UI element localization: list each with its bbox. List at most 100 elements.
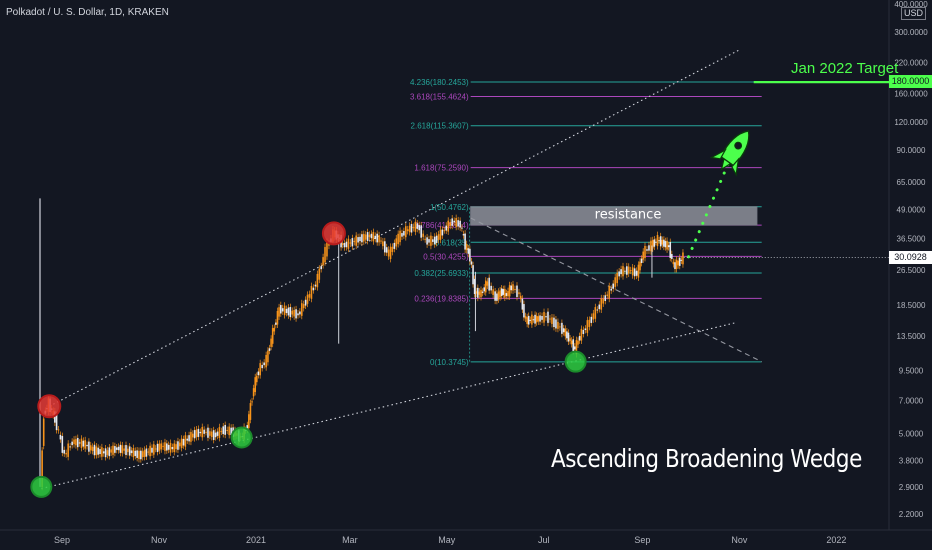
- candle-body: [627, 266, 630, 274]
- candle-body: [646, 249, 648, 251]
- candle-body: [117, 446, 120, 451]
- last-price-tag: 30.0928: [889, 251, 932, 264]
- candle-body: [55, 415, 58, 431]
- candle-body: [191, 433, 194, 438]
- candle-body: [594, 307, 597, 319]
- candle-body: [86, 444, 88, 447]
- candle-body: [195, 429, 198, 438]
- candle-body: [461, 227, 463, 229]
- fib-level-label: 0(10.3745): [430, 358, 469, 367]
- candle-body: [328, 243, 330, 246]
- candle-body: [364, 234, 367, 240]
- candle-body: [190, 432, 192, 442]
- y-tick-label: 220.0000: [894, 58, 928, 67]
- candle-body: [551, 317, 553, 324]
- candle-body: [355, 235, 357, 246]
- candle-body: [433, 236, 436, 245]
- x-tick-label: May: [438, 535, 456, 545]
- y-tick-label: 400.0000: [894, 0, 928, 9]
- fib-level-label: 0.5(30.4255): [423, 252, 469, 261]
- candle-body: [271, 328, 274, 344]
- candle-body: [278, 307, 280, 317]
- candle-body: [125, 445, 127, 455]
- candle-body: [314, 284, 317, 287]
- candle-body: [88, 441, 90, 452]
- candle-body: [248, 414, 250, 429]
- candle-body: [162, 445, 164, 447]
- candle-body: [75, 439, 77, 446]
- candle-body: [529, 319, 532, 321]
- candle-body: [577, 340, 579, 345]
- candle-body: [600, 298, 603, 310]
- candle-body: [612, 283, 614, 289]
- candle-body: [584, 328, 587, 330]
- candle-body: [516, 285, 518, 298]
- candle-body: [481, 291, 484, 293]
- candle-body: [101, 447, 103, 457]
- candle-body: [570, 340, 573, 345]
- candle-body: [658, 240, 660, 242]
- candle-body: [441, 229, 444, 236]
- candle-body: [216, 431, 219, 436]
- candle-body: [499, 290, 501, 298]
- candle-body: [69, 446, 71, 448]
- candle-body: [252, 388, 255, 397]
- candle-body: [224, 424, 226, 435]
- pattern-caption: Ascending Broadening Wedge: [551, 444, 862, 473]
- candle-body: [469, 248, 471, 262]
- candle-body: [422, 233, 424, 237]
- fib-level-label: 0.236(19.8385): [414, 294, 469, 303]
- candle-body: [496, 293, 498, 301]
- candle-body: [324, 247, 326, 263]
- candle-body: [414, 221, 417, 232]
- pivot-low-marker: [230, 426, 253, 449]
- candle-body: [590, 316, 593, 323]
- resistance-zone: [470, 206, 758, 226]
- candle-body: [549, 318, 551, 320]
- candle-body: [179, 442, 181, 447]
- candle-body: [193, 430, 196, 439]
- candle-body: [341, 243, 344, 245]
- candle-body: [424, 238, 426, 240]
- candle-body: [41, 450, 43, 487]
- candle-body: [674, 262, 676, 270]
- candle-body: [199, 431, 202, 434]
- candle-body: [112, 445, 114, 455]
- candle-body: [669, 241, 672, 258]
- candle-body: [430, 235, 432, 246]
- candle-body: [361, 234, 363, 243]
- candle-body: [451, 218, 453, 226]
- candle-body: [519, 295, 522, 300]
- candle-body: [295, 309, 297, 319]
- candle-body: [76, 437, 79, 448]
- candle-body: [575, 340, 578, 355]
- fib-level-label: 0.786(41.8844): [414, 221, 469, 230]
- candle-body: [353, 240, 356, 243]
- candle-body: [318, 268, 321, 280]
- candle-body: [480, 289, 482, 298]
- candle-body: [171, 446, 174, 450]
- candle-body: [160, 443, 163, 450]
- candle-body: [403, 231, 405, 236]
- candle-body: [73, 439, 75, 445]
- candle-body: [639, 261, 641, 271]
- candle-body: [497, 291, 500, 300]
- candle-body: [366, 232, 369, 241]
- rocket-icon: [709, 130, 750, 177]
- fib-level-label: 1.618(75.2590): [414, 164, 469, 173]
- candle-body: [61, 436, 64, 453]
- candle-body: [106, 450, 109, 455]
- candle-body: [141, 451, 144, 458]
- candle-body: [143, 449, 146, 457]
- candle-body: [63, 449, 66, 454]
- candle-body: [459, 220, 461, 228]
- candle-body: [526, 317, 528, 324]
- candle-body: [175, 444, 177, 450]
- candle-body: [251, 401, 253, 403]
- currency-badge[interactable]: USD: [901, 7, 927, 20]
- y-tick-label: 160.0000: [894, 90, 928, 99]
- candle-body: [184, 435, 187, 447]
- candle-body: [578, 336, 581, 341]
- candle-body: [622, 266, 624, 277]
